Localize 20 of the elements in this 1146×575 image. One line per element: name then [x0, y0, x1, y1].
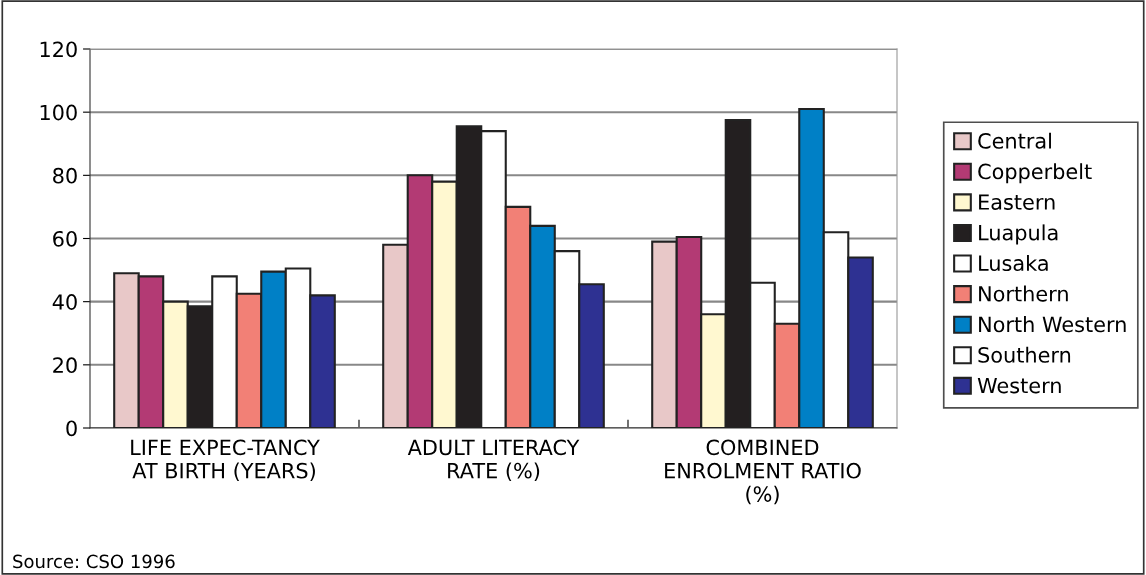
- y-tick-label: 40: [52, 294, 77, 310]
- legend-label: Southern: [978, 346, 1071, 363]
- legend-label: Western: [977, 377, 1061, 394]
- y-tick-label: 120: [40, 41, 77, 58]
- x-tick-label: COMBINED ENROLMENT RATIO (%): [665, 439, 861, 505]
- legend-label: North Western: [979, 316, 1126, 333]
- legend-label: Central: [978, 132, 1051, 149]
- x-tick-label: LIFE EXPEC-TANCY AT BIRTH (YEARS): [131, 439, 320, 482]
- x-tick-label: ADULT LITERACY RATE (%): [407, 439, 580, 482]
- legend-label: Luapula: [979, 224, 1058, 245]
- y-tick-label: 20: [53, 357, 77, 374]
- y-tick-label: 100: [40, 104, 77, 121]
- legend-label: Northern: [979, 285, 1068, 302]
- y-tick-label: 0: [66, 420, 77, 437]
- legend-label: Lusaka: [979, 254, 1048, 272]
- legend-label: Eastern: [979, 194, 1055, 210]
- y-tick-label: 60: [53, 230, 77, 247]
- y-tick-label: 80: [53, 167, 77, 184]
- source-note: Source: CSO 1996: [13, 554, 175, 569]
- legend-label: Copperbelt: [978, 163, 1092, 184]
